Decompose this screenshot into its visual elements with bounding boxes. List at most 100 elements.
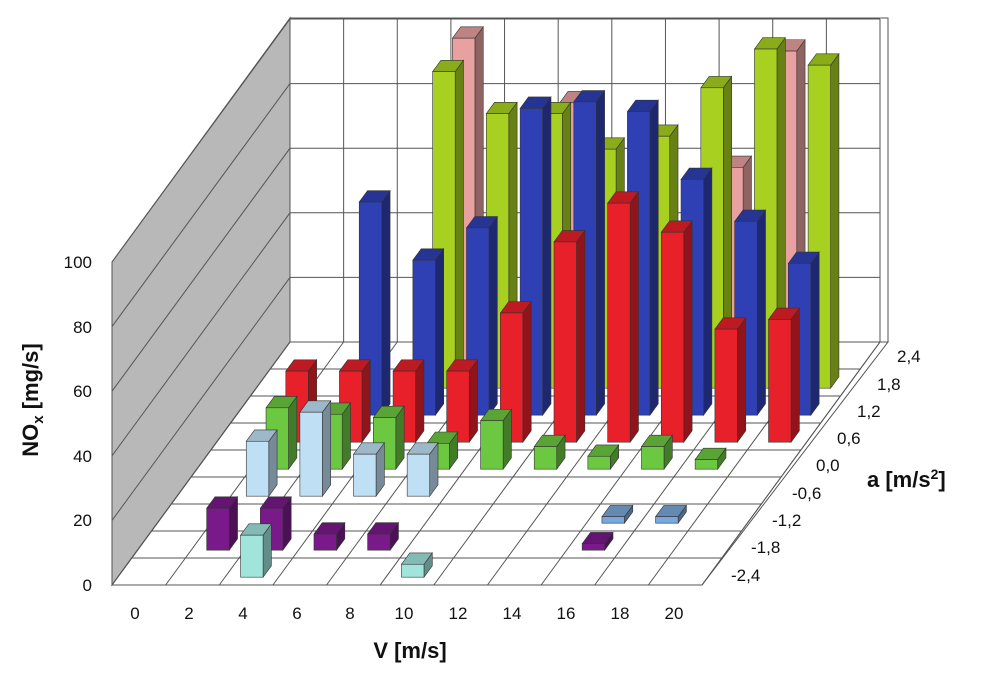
- bar: [533, 434, 566, 471]
- bar-front-face: [313, 533, 337, 551]
- bar-side-face: [629, 190, 639, 444]
- x-tick-label: 10: [395, 604, 414, 623]
- z-axis-title: a [m/s2]: [867, 466, 946, 492]
- bar-front-face: [581, 543, 605, 551]
- bar: [313, 521, 346, 552]
- bar-front-face: [299, 411, 323, 497]
- bar-side-face: [790, 307, 800, 444]
- y-tick-label: 20: [73, 511, 92, 530]
- z-tick-label: -1,2: [772, 511, 801, 530]
- bar-front-face: [655, 516, 679, 524]
- bar-side-face: [468, 358, 478, 444]
- bar-front-face: [480, 420, 504, 470]
- bar-side-face: [703, 167, 713, 417]
- x-tick-label: 2: [184, 604, 193, 623]
- y-axis-title-main: NO: [18, 424, 43, 457]
- left-wall-grid-line: [111, 341, 291, 586]
- y-tick-label: 100: [64, 253, 92, 272]
- bar-side-face: [322, 399, 332, 498]
- x-axis-title: V [m/s]: [373, 638, 446, 663]
- bar-front-face: [206, 507, 230, 551]
- left-wall-grid-line: [111, 18, 291, 263]
- bar-front-face: [607, 202, 631, 443]
- left-wall-grid-line: [111, 83, 291, 327]
- bar: [640, 434, 673, 471]
- left-wall-grid-line: [111, 277, 291, 521]
- x-tick-label: 6: [292, 604, 301, 623]
- x-tick-label: 16: [557, 604, 576, 623]
- bar-side-face: [596, 89, 605, 417]
- bar-front-face: [768, 319, 792, 443]
- bar: [206, 495, 239, 552]
- bar: [607, 190, 640, 444]
- x-tick-label: 20: [665, 604, 684, 623]
- bar: [654, 504, 687, 525]
- y-tick-label: 80: [73, 318, 92, 337]
- bar-side-face: [522, 300, 532, 444]
- bar-front-face: [406, 453, 430, 497]
- bar-front-face: [601, 516, 625, 524]
- y-tick-label: 40: [73, 447, 92, 466]
- bar: [660, 219, 693, 444]
- bar-side-face: [810, 251, 820, 417]
- bar-front-face: [240, 534, 264, 578]
- x-tick-label: 18: [611, 604, 630, 623]
- z-tick-label: -2,4: [731, 566, 760, 585]
- bar: [694, 447, 727, 471]
- bar-front-face: [641, 446, 665, 470]
- x-tick-label: 8: [345, 604, 354, 623]
- bar-side-face: [830, 52, 840, 390]
- y-axis-title: NOx [mg/s]: [18, 343, 47, 456]
- bar-side-face: [361, 358, 371, 444]
- z-tick-label: -0,6: [792, 484, 821, 503]
- bar: [601, 504, 634, 525]
- bar-side-face: [415, 358, 425, 444]
- bar: [446, 358, 479, 444]
- z-tick-labels: -2,4 -1,8 -1,2 -0,6 0,0 0,6 1,2 1,8 2,4: [731, 347, 921, 585]
- bar-side-face: [435, 247, 444, 417]
- bar-side-face: [381, 189, 391, 417]
- bar: [400, 551, 433, 579]
- bar-front-face: [714, 328, 738, 443]
- bar-front-face: [660, 231, 685, 443]
- z-tick-label: -1,8: [751, 538, 780, 557]
- bar-side-face: [756, 209, 766, 417]
- bar: [553, 229, 586, 444]
- bar-front-face: [694, 459, 718, 470]
- z-axis-line: [701, 341, 881, 586]
- bar: [367, 521, 400, 552]
- bar-side-face: [488, 215, 498, 417]
- bar-side-face: [737, 316, 747, 444]
- z-tick-label: 1,2: [857, 402, 881, 421]
- bar-front-face: [353, 453, 377, 497]
- left-wall-grid-line: [111, 147, 291, 392]
- bar: [587, 443, 620, 471]
- x-tick-label: 0: [130, 604, 139, 623]
- z-axis-title-end: ]: [938, 467, 945, 492]
- z-axis-title-main: a [m/s: [867, 467, 931, 492]
- y-tick-label: 60: [73, 382, 92, 401]
- y-axis-title-subscript: x: [30, 415, 47, 424]
- bar: [245, 429, 278, 498]
- bar-side-face: [542, 96, 552, 417]
- bar-side-face: [576, 229, 586, 444]
- y-axis-title-unit: [mg/s]: [18, 343, 43, 415]
- y-tick-labels: 0 20 40 60 80 100: [64, 253, 92, 595]
- bar-side-face: [454, 59, 464, 390]
- bar-front-face: [245, 440, 270, 497]
- bar-front-face: [553, 241, 577, 443]
- z-tick-label: 0,6: [837, 429, 861, 448]
- x-tick-label: 4: [238, 604, 247, 623]
- bars-group: [206, 25, 840, 579]
- bar-front-face: [533, 446, 558, 470]
- bar-front-face: [401, 563, 425, 578]
- z-axis-title-superscript: 2: [931, 466, 939, 482]
- bar: [479, 408, 513, 471]
- bar: [352, 441, 385, 498]
- bar-side-face: [683, 219, 693, 444]
- bar-front-face: [587, 455, 611, 470]
- x-tick-label: 12: [449, 604, 468, 623]
- z-tick-label: 2,4: [897, 347, 921, 366]
- bar: [767, 307, 800, 444]
